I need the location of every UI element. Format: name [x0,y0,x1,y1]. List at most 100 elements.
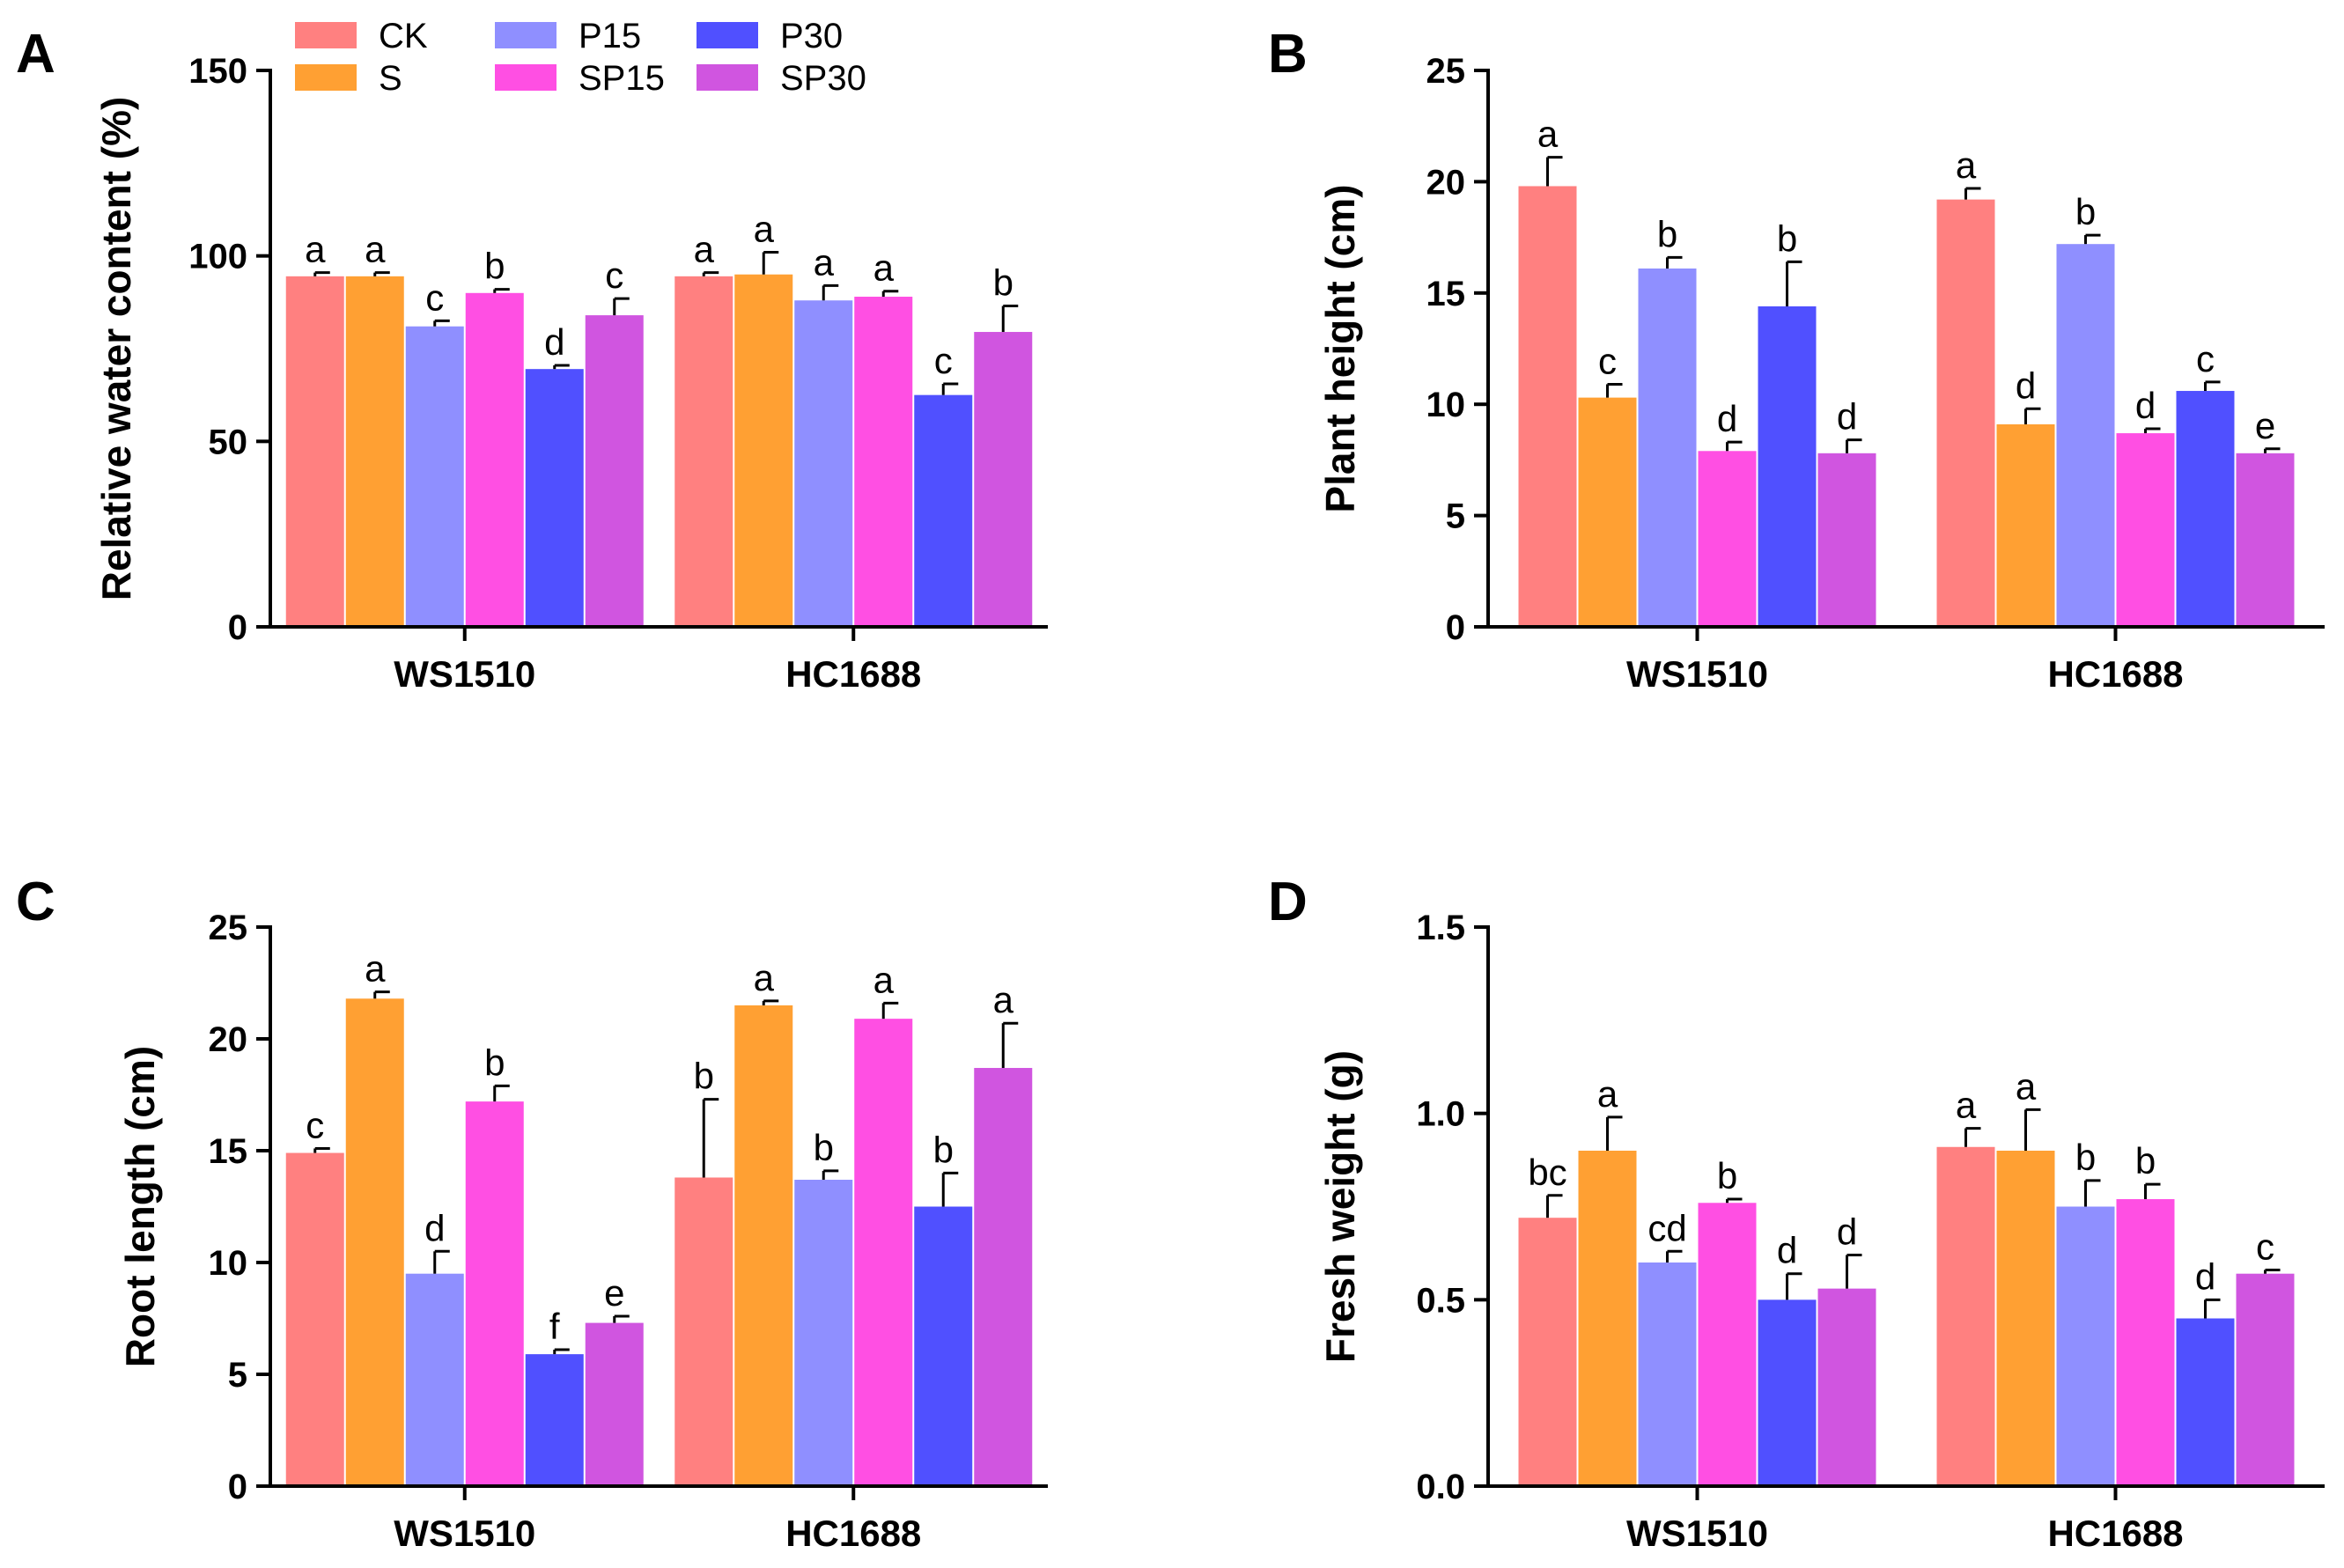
legend-label-s: S [379,59,402,98]
y-axis-label: Fresh weight (g) [1317,1050,1363,1363]
bar-s-ws1510 [1578,397,1637,627]
legend-label-ck: CK [379,17,428,55]
y-tick-label: 25 [1426,52,1466,91]
category-label: HC1688 [785,653,921,695]
significance-letter: a [365,948,386,990]
bar-s-hc1688 [1996,423,2055,627]
y-axis-label: Root length (cm) [117,1046,163,1367]
bar-p30-ws1510 [1758,306,1817,627]
bar-sp30-ws1510 [585,1322,644,1486]
significance-letter: c [2256,1226,2274,1267]
legend-swatch-sp15 [495,64,557,91]
significance-letter: e [2255,405,2275,446]
significance-letter: d [1777,1230,1797,1271]
significance-letter: a [365,229,386,270]
bar-p15-hc1688 [794,300,853,627]
significance-letter: d [1837,396,1857,438]
significance-letter: c [1598,340,1617,381]
bar-ck-hc1688 [1936,199,1995,627]
y-tick-label: 0 [1446,608,1465,647]
significance-letter: a [993,979,1014,1020]
significance-letter: a [754,957,775,998]
significance-letter: d [2135,385,2156,426]
legend-swatch-p30 [697,22,758,48]
significance-letter: c [605,254,623,296]
legend-label-sp15: SP15 [579,59,665,98]
significance-letter: b [1657,213,1677,254]
y-tick-label: 15 [209,1132,248,1171]
bar-sp15-ws1510 [1698,1203,1757,1486]
bar-sp30-hc1688 [974,332,1033,627]
significance-letter: b [814,1127,834,1168]
bar-p30-hc1688 [914,394,973,627]
significance-letter: b [2135,1140,2156,1182]
bar-p15-ws1510 [1638,268,1697,627]
significance-letter: a [873,959,895,1000]
significance-letter: a [814,241,835,283]
bar-ck-hc1688 [674,276,733,627]
significance-letter: b [2075,191,2096,232]
legend-swatch-s [295,64,357,91]
bar-ck-hc1688 [1936,1146,1995,1486]
significance-letter: c [2196,338,2215,379]
significance-letter: e [604,1272,624,1314]
significance-letter: d [2195,1255,2215,1297]
bar-sp15-ws1510 [465,1101,524,1486]
bar-sp15-hc1688 [2116,1199,2175,1486]
y-tick-label: 5 [228,1356,247,1395]
bar-ck-ws1510 [1518,186,1577,627]
category-label: WS1510 [1626,653,1768,695]
y-tick-label: 10 [209,1244,248,1283]
y-tick-label: 15 [1426,275,1466,313]
y-tick-label: 0 [228,608,247,647]
significance-letter: c [425,276,444,318]
bar-sp30-hc1688 [2236,1273,2295,1486]
y-tick-label: 20 [209,1020,248,1059]
significance-letter: b [1777,217,1797,259]
legend-swatch-sp30 [697,64,758,91]
significance-letter: c [934,340,953,381]
significance-letter: a [1956,1085,1977,1126]
significance-letter: a [1537,114,1559,155]
bar-s-ws1510 [1578,1151,1637,1486]
panel-letter: D [1268,872,1308,932]
bar-p30-hc1688 [2176,1318,2235,1486]
bar-ck-ws1510 [285,1152,344,1486]
bar-p30-hc1688 [914,1206,973,1486]
y-tick-label: 0.0 [1416,1468,1465,1506]
bar-p15-ws1510 [1638,1262,1697,1486]
significance-letter: a [305,229,326,270]
significance-letter: a [694,229,715,270]
bar-p15-hc1688 [794,1180,853,1486]
bar-sp15-hc1688 [2116,433,2175,627]
y-tick-label: 5 [1446,497,1465,536]
bar-p15-ws1510 [405,326,464,627]
bar-sp15-hc1688 [854,1019,913,1486]
y-axis-label: Plant height (cm) [1317,184,1363,512]
y-tick-label: 0 [228,1468,247,1506]
bar-sp15-hc1688 [854,297,913,627]
legend-label-sp30: SP30 [780,59,866,98]
category-label: HC1688 [2047,653,2183,695]
legend-swatch-ck [295,22,357,48]
significance-letter: b [484,1042,505,1083]
y-tick-label: 0.5 [1416,1281,1465,1320]
bar-p30-ws1510 [525,369,584,627]
legend-label-p30: P30 [780,17,843,55]
panel-letter: C [16,872,55,932]
significance-letter: d [1717,398,1737,439]
significance-letter: d [424,1207,445,1248]
bar-p15-ws1510 [405,1273,464,1486]
category-label: WS1510 [394,653,535,695]
bar-sp30-ws1510 [1817,453,1876,627]
bar-s-ws1510 [345,276,404,627]
bar-p30-hc1688 [2176,391,2235,627]
significance-letter: a [754,208,775,249]
legend-swatch-p15 [495,22,557,48]
y-tick-label: 1.5 [1416,909,1465,947]
category-label: WS1510 [1626,1513,1768,1554]
significance-letter: a [1597,1073,1618,1115]
significance-letter: a [2016,1065,2037,1107]
bar-sp30-hc1688 [974,1068,1033,1486]
